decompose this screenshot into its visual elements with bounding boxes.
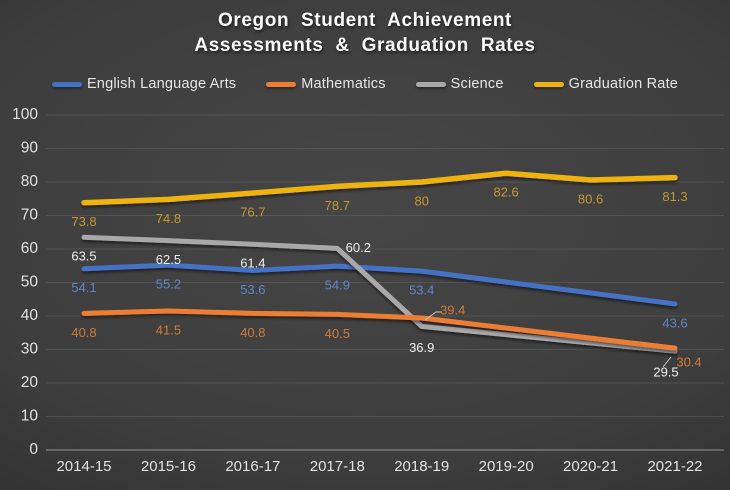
legend-label-mathematics: Mathematics [301, 76, 386, 92]
data-label: 39.4 [440, 302, 465, 317]
legend-item-mathematics: Mathematics [266, 76, 385, 92]
label-leader-line [662, 356, 672, 368]
x-axis-category-label: 2018-19 [394, 458, 449, 475]
x-axis-category-label: 2016-17 [225, 458, 280, 475]
data-label: 76.7 [240, 204, 265, 219]
data-label: 80 [414, 193, 428, 208]
y-axis-tick-label: 20 [21, 374, 39, 391]
series-line-graduation-rate [81, 170, 678, 206]
data-label: 73.8 [71, 214, 96, 229]
legend-label-english-language-arts: English Language Arts [86, 76, 237, 92]
series-line-science [81, 234, 678, 354]
data-label: 55.2 [156, 277, 181, 292]
data-label: 78.7 [325, 198, 350, 213]
y-axis-tick-label: 10 [21, 408, 39, 425]
series-line-mathematics [81, 308, 678, 351]
y-axis-tick-label: 100 [12, 106, 38, 123]
chart-title-line1: Oregon Student Achievement [218, 10, 512, 31]
legend-label-science: Science [450, 76, 504, 92]
y-axis-tick-label: 60 [21, 240, 39, 257]
data-label: 80.6 [578, 191, 603, 206]
data-label: 54.9 [325, 278, 350, 293]
legend-item-science: Science [415, 76, 504, 92]
x-axis-category-label: 2014-15 [56, 458, 111, 475]
data-label: 36.9 [409, 340, 434, 355]
y-axis-tick-label: 30 [21, 341, 39, 358]
data-label: 40.8 [71, 325, 96, 340]
data-label: 82.6 [493, 185, 518, 200]
legend-label-graduation-rate: Graduation Rate [568, 76, 679, 92]
series-line-english-language-arts [81, 262, 678, 307]
data-label: 74.8 [156, 211, 181, 226]
y-axis-tick-label: 70 [21, 207, 39, 224]
data-label: 53.4 [409, 283, 434, 298]
chart-title: Oregon Student Achievement Assessments &… [0, 8, 730, 58]
data-label: 30.4 [676, 355, 701, 370]
legend-line-marker-blue-icon [51, 81, 82, 87]
data-label: 54.1 [71, 280, 96, 295]
x-axis-category-label: 2017-18 [310, 458, 365, 475]
y-axis-tick-label: 0 [29, 441, 38, 458]
y-axis-tick-label: 50 [21, 274, 39, 291]
data-label: 40.5 [325, 326, 350, 341]
data-label: 61.4 [240, 256, 265, 271]
x-axis-category-label: 2019-20 [479, 458, 534, 475]
data-label: 29.5 [653, 365, 678, 380]
data-label: 40.8 [240, 325, 265, 340]
x-axis-category-label: 2020-21 [563, 458, 618, 475]
data-label: 63.5 [71, 249, 96, 264]
legend-line-marker-orange-icon [266, 81, 297, 87]
data-label: 41.5 [156, 322, 181, 337]
legend-item-english-language-arts: English Language Arts [51, 76, 237, 92]
chart-title-line2: Assessments & Graduation Rates [194, 35, 536, 56]
data-label: 43.6 [662, 315, 687, 330]
data-label: 81.3 [662, 189, 687, 204]
y-axis-tick-label: 90 [21, 140, 39, 157]
data-label: 53.6 [240, 282, 265, 297]
data-label: 60.2 [346, 240, 371, 255]
legend-line-marker-gold-icon [533, 81, 564, 87]
label-leader-line [424, 311, 442, 321]
legend-item-graduation-rate: Graduation Rate [533, 76, 679, 92]
x-axis-category-label: 2021-22 [647, 458, 702, 475]
x-axis-category-label: 2015-16 [141, 458, 196, 475]
y-axis-tick-label: 80 [21, 173, 39, 190]
legend-line-marker-gray-icon [415, 81, 446, 87]
chart-legend: English Language Arts Mathematics Scienc… [0, 76, 730, 92]
y-axis-tick-label: 40 [21, 307, 39, 324]
data-label: 62.5 [156, 252, 181, 267]
